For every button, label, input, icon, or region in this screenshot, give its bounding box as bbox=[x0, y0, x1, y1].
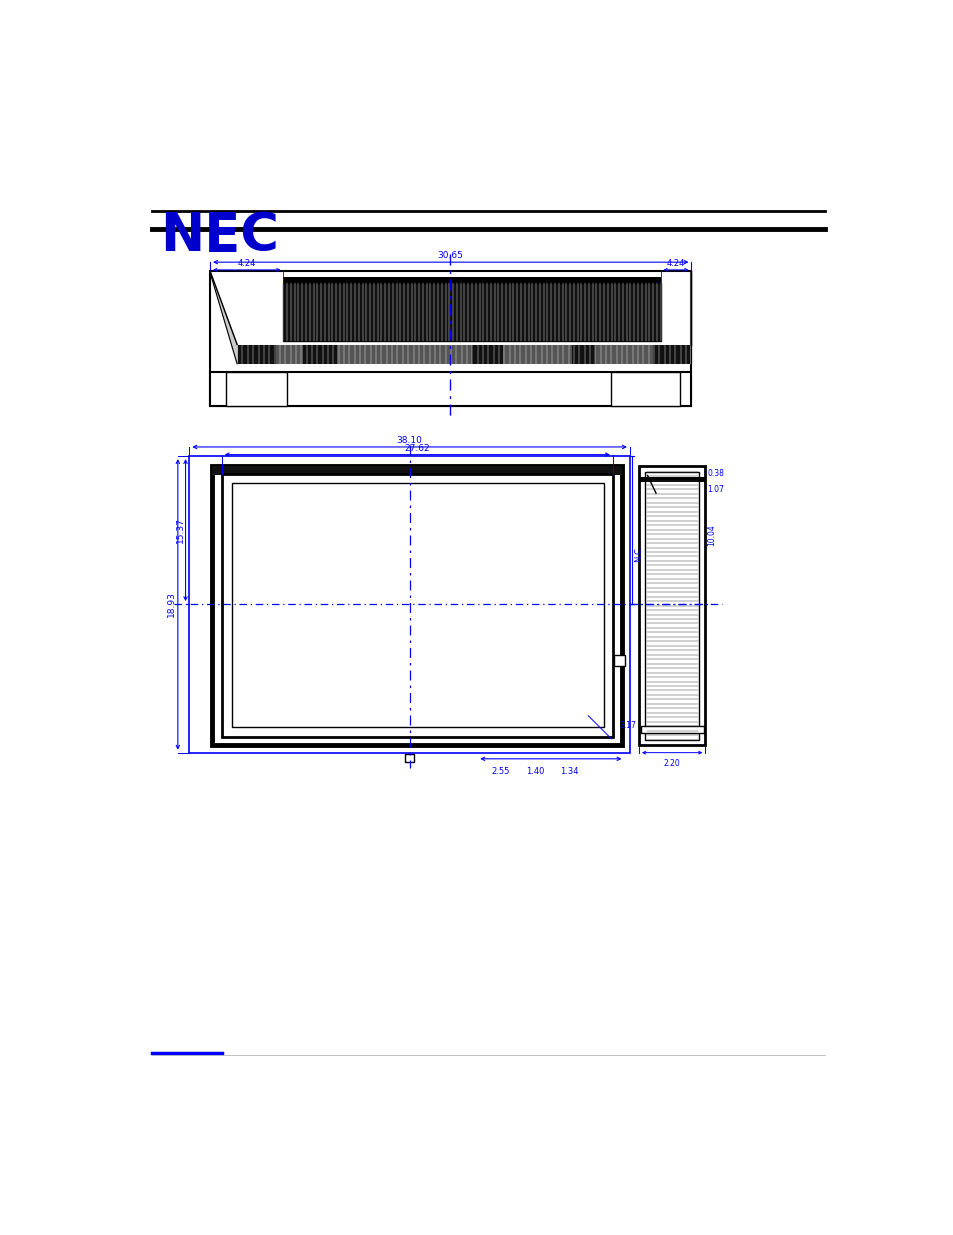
Text: 30.65: 30.65 bbox=[437, 251, 463, 259]
Bar bbox=[210, 272, 691, 406]
Bar bbox=[595, 345, 652, 364]
Text: 3.17: 3.17 bbox=[619, 721, 636, 730]
Bar bbox=[210, 372, 691, 406]
Bar bbox=[190, 456, 629, 752]
Bar bbox=[640, 726, 703, 734]
Text: 4.24: 4.24 bbox=[237, 259, 255, 268]
Bar bbox=[213, 466, 621, 745]
Text: 38.10: 38.10 bbox=[396, 436, 422, 446]
Bar bbox=[502, 345, 572, 364]
Text: 15.37: 15.37 bbox=[175, 517, 185, 543]
Bar bbox=[283, 283, 659, 341]
Bar bbox=[614, 655, 624, 666]
Bar bbox=[639, 466, 704, 745]
Text: 1.40: 1.40 bbox=[525, 767, 544, 776]
Bar bbox=[221, 474, 612, 737]
Bar bbox=[275, 345, 302, 364]
Text: 4.24: 4.24 bbox=[666, 259, 684, 268]
Polygon shape bbox=[210, 272, 237, 364]
Text: 18.93: 18.93 bbox=[167, 592, 176, 618]
Text: 1.34: 1.34 bbox=[560, 767, 578, 776]
Text: NEC: NEC bbox=[160, 210, 279, 262]
Bar bbox=[232, 483, 603, 727]
Text: 10.04: 10.04 bbox=[707, 524, 716, 546]
Text: 2.20: 2.20 bbox=[663, 758, 679, 768]
Bar bbox=[639, 477, 704, 482]
Text: 2.55: 2.55 bbox=[491, 767, 509, 776]
Text: 27.62: 27.62 bbox=[404, 445, 430, 453]
Bar bbox=[644, 472, 699, 740]
Bar bbox=[610, 372, 679, 406]
Bar bbox=[283, 277, 659, 284]
Bar bbox=[405, 755, 414, 762]
Text: N.C.: N.C. bbox=[633, 545, 642, 562]
Bar bbox=[225, 372, 287, 406]
Text: 1.07: 1.07 bbox=[707, 485, 723, 494]
Bar bbox=[336, 345, 472, 364]
Bar bbox=[237, 345, 691, 364]
Bar bbox=[213, 466, 621, 475]
Text: 0.38: 0.38 bbox=[707, 469, 723, 478]
